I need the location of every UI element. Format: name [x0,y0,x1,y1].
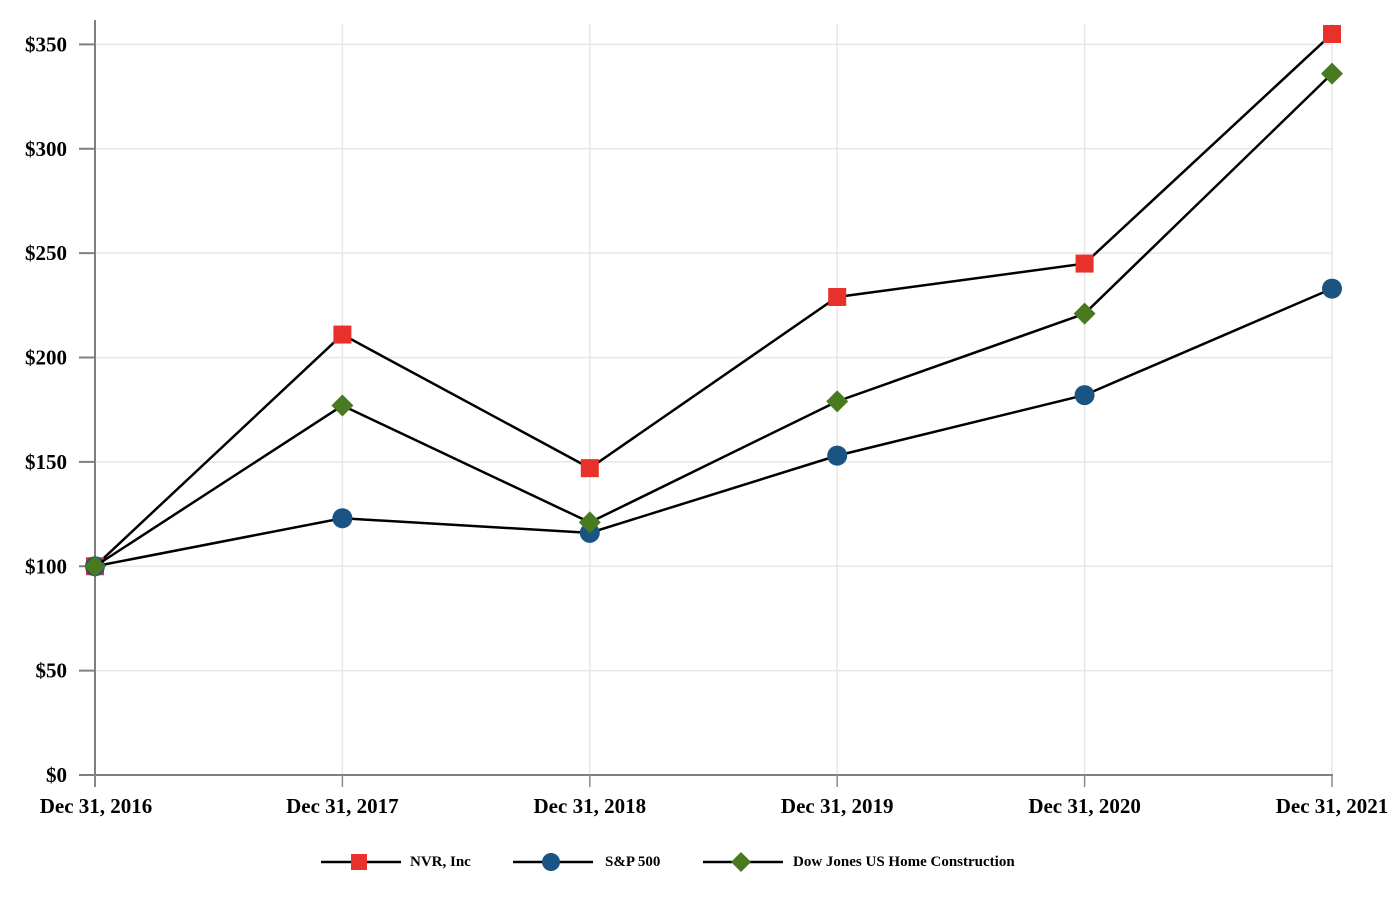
series-line [94,287,1333,568]
y-tick-label: $250 [25,241,67,265]
diamond-marker [84,555,106,578]
square-marker [580,459,599,478]
circle-marker [332,508,353,529]
diamond-marker [331,394,354,417]
legend-item-s-p-500: S&P 500 [513,853,660,871]
x-tick-label: Dec 31, 2016 [40,794,153,818]
square-marker [828,287,847,306]
square-marker [351,854,367,870]
series-line [94,72,1333,568]
y-axis-labels: $0 $50 $100 $150 $200 $250 $300 $350 [25,32,67,787]
y-tick-label: $300 [25,137,67,161]
y-tick-label: $50 [36,659,68,683]
y-tick-label: $350 [25,32,67,56]
legend-label: NVR, Inc [410,854,471,870]
axes [79,20,1333,787]
series-line [94,33,1333,568]
diamond-marker [1073,302,1096,325]
legend-label: Dow Jones US Home Construction [793,854,1015,870]
y-tick-label: $100 [25,554,67,578]
x-tick-label: Dec 31, 2017 [286,794,399,818]
diamond-marker [1321,62,1343,85]
square-marker [1075,254,1094,273]
gridlines [95,24,1333,775]
legend-item-dow-jones-us-home-construction: Dow Jones US Home Construction [703,852,1015,872]
y-tick-label: $0 [46,763,67,787]
x-tick-label: Dec 31, 2021 [1276,794,1389,818]
y-tick-label: $150 [25,450,67,474]
legend: NVR, Inc S&P 500 Dow Jones US Home Constru… [321,852,1015,872]
y-tick-label: $200 [25,346,67,370]
x-tick-label: Dec 31, 2019 [781,794,894,818]
diamond-marker [731,852,751,872]
diamond-marker [826,390,849,413]
square-marker [1323,24,1341,43]
x-axis-labels: Dec 31, 2016 Dec 31, 2017 Dec 31, 2018 Dec … [40,794,1389,818]
series-nvr-inc [86,24,1341,576]
legend-label: S&P 500 [605,854,660,870]
diamond-marker [578,511,601,534]
square-marker [333,325,352,344]
circle-marker [1074,385,1095,406]
series-dow-jones-us-home-construction [84,62,1343,578]
circle-marker [542,853,560,871]
legend-item-nvr-inc: NVR, Inc [321,854,471,870]
x-tick-label: Dec 31, 2018 [534,794,647,818]
circle-marker [1322,278,1342,299]
x-tick-label: Dec 31, 2020 [1028,794,1141,818]
circle-marker [827,445,848,466]
series-s-p-500 [85,278,1342,577]
